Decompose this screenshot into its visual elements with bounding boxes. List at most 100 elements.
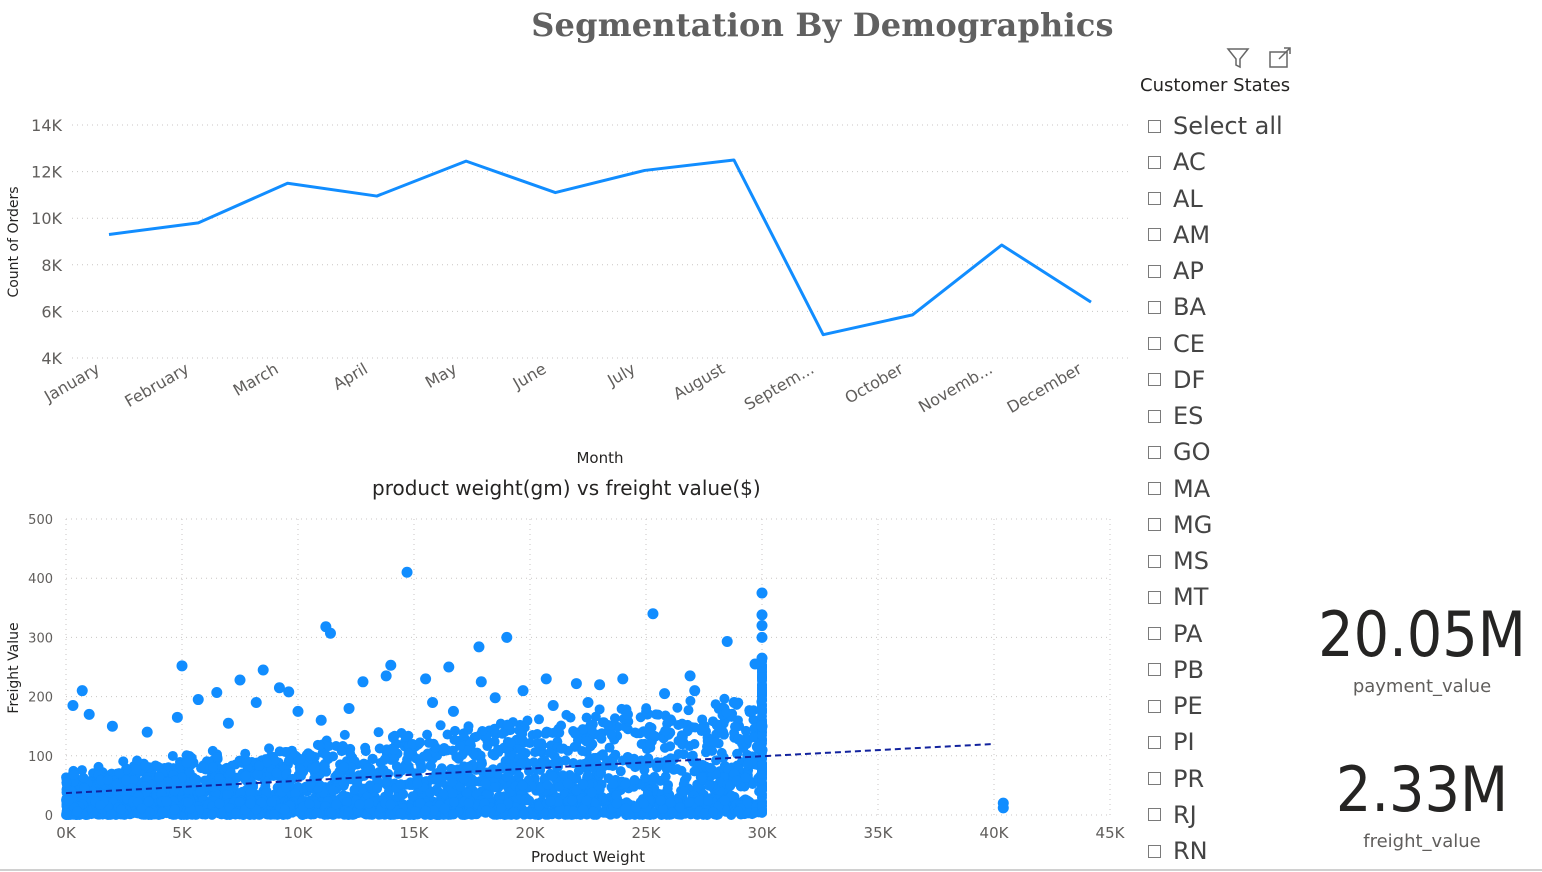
scatter-point [167, 750, 178, 761]
y-tick-label: 300 [28, 631, 53, 646]
slicer-item-al[interactable]: AL [1148, 181, 1283, 217]
scatter-point [638, 798, 649, 809]
slicer-item-pa[interactable]: PA [1148, 616, 1283, 652]
scatter-point [707, 745, 718, 756]
scatter-point [611, 790, 622, 801]
slicer-item-rn[interactable]: RN [1148, 833, 1283, 869]
checkbox[interactable] [1148, 627, 1161, 641]
slicer-item-mt[interactable]: MT [1148, 579, 1283, 615]
checkbox[interactable] [1148, 155, 1161, 169]
checkbox[interactable] [1148, 337, 1161, 351]
slicer-item-pr[interactable]: PR [1148, 761, 1283, 797]
scatter-point [728, 697, 740, 709]
scatter-point [662, 783, 673, 794]
scatter-point [645, 738, 656, 749]
scatter-point [665, 797, 676, 808]
scatter-point [630, 727, 641, 738]
slicer-item-ma[interactable]: MA [1148, 471, 1283, 507]
scatter-point [694, 795, 705, 806]
scatter-point [314, 740, 325, 751]
scatter-point [672, 764, 683, 775]
slicer-item-label: PR [1173, 764, 1205, 793]
scatter-point [689, 685, 701, 697]
slicer-item-ba[interactable]: BA [1148, 289, 1283, 325]
scatter-point [152, 761, 163, 772]
checkbox[interactable] [1148, 554, 1161, 568]
focus-mode-icon[interactable] [1266, 44, 1294, 72]
checkbox[interactable] [1148, 590, 1161, 604]
scatter-point [545, 796, 556, 807]
slicer-item-es[interactable]: ES [1148, 398, 1283, 434]
checkbox[interactable] [1148, 699, 1161, 713]
slicer-item-go[interactable]: GO [1148, 434, 1283, 470]
scatter-point [475, 676, 487, 688]
checkbox[interactable] [1148, 844, 1161, 858]
scatter-point [354, 799, 365, 810]
checkbox[interactable] [1148, 445, 1161, 459]
slicer-item-pi[interactable]: PI [1148, 724, 1283, 760]
scatter-point [608, 778, 619, 789]
filter-icon[interactable] [1224, 44, 1252, 72]
slicer-item-ap[interactable]: AP [1148, 253, 1283, 289]
scatter-point [710, 699, 721, 710]
scatter-point [667, 807, 678, 818]
checkbox[interactable] [1148, 409, 1161, 423]
checkbox[interactable] [1148, 808, 1161, 822]
scatter-point [517, 728, 528, 739]
slicer-item-label: GO [1173, 438, 1211, 467]
checkbox[interactable] [1148, 482, 1161, 496]
slicer-item-mg[interactable]: MG [1148, 507, 1283, 543]
slicer-item-pb[interactable]: PB [1148, 652, 1283, 688]
scatter-point [561, 709, 572, 720]
kpi-card-freight: 2.33M freight_value [1302, 759, 1542, 853]
scatter-point [154, 772, 165, 783]
scatter-point [449, 797, 460, 808]
scatter-point [234, 674, 246, 686]
checkbox[interactable] [1148, 735, 1161, 749]
scatter-point [427, 697, 439, 709]
slicer-item-pe[interactable]: PE [1148, 688, 1283, 724]
scatter-point [61, 777, 72, 788]
scatter-point [647, 608, 659, 620]
scatter-point [214, 773, 225, 784]
scatter-point [131, 764, 142, 775]
checkbox[interactable] [1148, 300, 1161, 314]
checkbox[interactable] [1148, 228, 1161, 242]
scatter-point [176, 772, 187, 783]
scatter-point [629, 775, 640, 786]
y-tick-label: 4K [41, 349, 62, 368]
slicer-item-am[interactable]: AM [1148, 217, 1283, 253]
slicer-item-rj[interactable]: RJ [1148, 797, 1283, 833]
slicer-item-ac[interactable]: AC [1148, 144, 1283, 180]
slicer-item-ce[interactable]: CE [1148, 326, 1283, 362]
scatter-point [542, 780, 553, 791]
slicer-item-label: CE [1173, 329, 1205, 358]
checkbox[interactable] [1148, 518, 1161, 532]
scatter-point [234, 796, 245, 807]
slicer-item-label: MS [1173, 547, 1209, 576]
checkbox[interactable] [1148, 663, 1161, 677]
checkbox[interactable] [1148, 373, 1161, 387]
scatter-point [400, 731, 411, 742]
checkbox[interactable] [1148, 772, 1161, 786]
checkbox[interactable] [1148, 264, 1161, 278]
x-tick-label: March [230, 359, 282, 400]
scatter-point [67, 699, 79, 711]
x-tick-label: 25K [632, 824, 662, 842]
slicer-item-select-all[interactable]: Select all [1148, 108, 1283, 144]
checkbox[interactable] [1148, 192, 1161, 206]
scatter-point [283, 686, 295, 698]
scatter-point [412, 778, 423, 789]
slicer-item-ms[interactable]: MS [1148, 543, 1283, 579]
checkbox[interactable] [1148, 119, 1161, 133]
scatter-point [567, 795, 578, 806]
scatter-point [256, 797, 267, 808]
x-tick-label: May [422, 359, 460, 392]
scatter-point [476, 758, 487, 769]
scatter-point [93, 761, 104, 772]
scatter-point [678, 749, 689, 760]
slicer-item-df[interactable]: DF [1148, 362, 1283, 398]
scatter-point [338, 779, 349, 790]
scatter-point [428, 805, 439, 816]
